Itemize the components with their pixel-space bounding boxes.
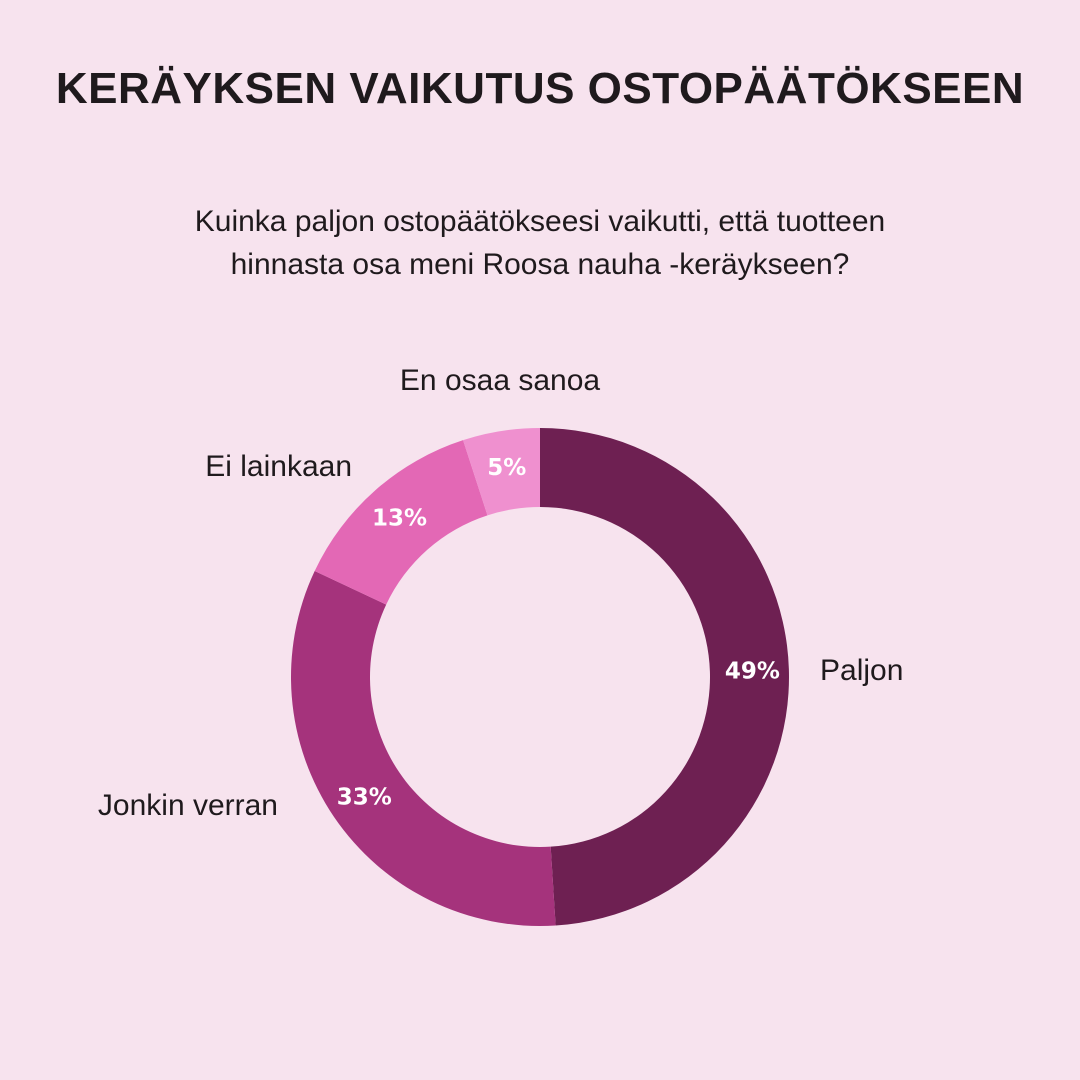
category-label-jonkin-verran: Jonkin verran — [98, 789, 278, 822]
subtitle-line-2: hinnasta osa meni Roosa nauha -keräyksee… — [230, 248, 850, 281]
slice-ei-lainkaan — [314, 440, 488, 605]
value-label-jonkin-verran: 33% — [337, 784, 392, 810]
value-label-en-osaa-sanoa: 5% — [487, 455, 526, 481]
chart-title: KERÄYKSEN VAIKUTUS OSTOPÄÄTÖKSEEN — [55, 64, 1025, 113]
value-label-ei-lainkaan: 13% — [372, 506, 427, 532]
category-label-paljon: Paljon — [820, 654, 903, 687]
chart-subtitle: Kuinka paljon ostopäätökseesi vaikutti, … — [140, 200, 940, 286]
slice-jonkin-verran — [290, 570, 556, 926]
category-label-ei-lainkaan: Ei lainkaan — [205, 450, 352, 483]
value-label-paljon: 49% — [725, 658, 780, 684]
slice-en-osaa-sanoa — [463, 428, 540, 516]
slice-paljon — [540, 428, 790, 926]
subtitle-line-1: Kuinka paljon ostopäätökseesi vaikutti, … — [194, 205, 886, 238]
category-label-en-osaa-sanoa: En osaa sanoa — [400, 364, 600, 397]
